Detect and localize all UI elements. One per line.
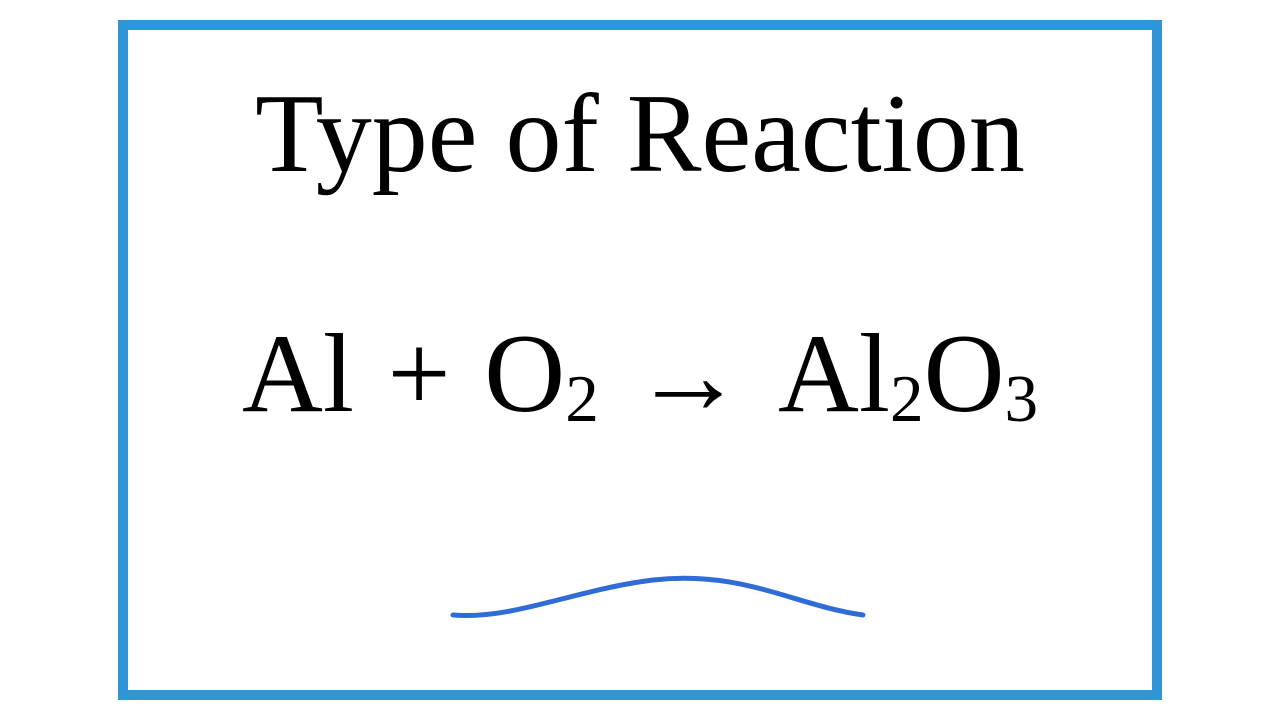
title-text: Type of Reaction (128, 70, 1152, 199)
plus-sign: + (388, 310, 451, 439)
reaction-arrow: → (632, 310, 744, 439)
reactant-aluminum: Al (242, 310, 354, 439)
oxygen-subscript: 2 (565, 360, 599, 438)
reactant-oxygen: O 2 (484, 310, 598, 439)
underline-squiggle (443, 560, 873, 630)
framed-card: Type of Reaction Al + O 2 → Al 2 O 3 (118, 20, 1162, 700)
product-oxygen-symbol: O (924, 310, 1005, 439)
product-aluminum-oxide: Al 2 O 3 (778, 310, 1038, 439)
squiggle-path (453, 578, 863, 615)
chemical-equation: Al + O 2 → Al 2 O 3 (128, 310, 1152, 439)
product-oxygen-subscript: 3 (1004, 360, 1038, 438)
product-aluminum-symbol: Al (778, 310, 890, 439)
product-aluminum-subscript: 2 (890, 360, 924, 438)
oxygen-symbol: O (484, 310, 565, 439)
squiggle-svg (443, 560, 873, 630)
